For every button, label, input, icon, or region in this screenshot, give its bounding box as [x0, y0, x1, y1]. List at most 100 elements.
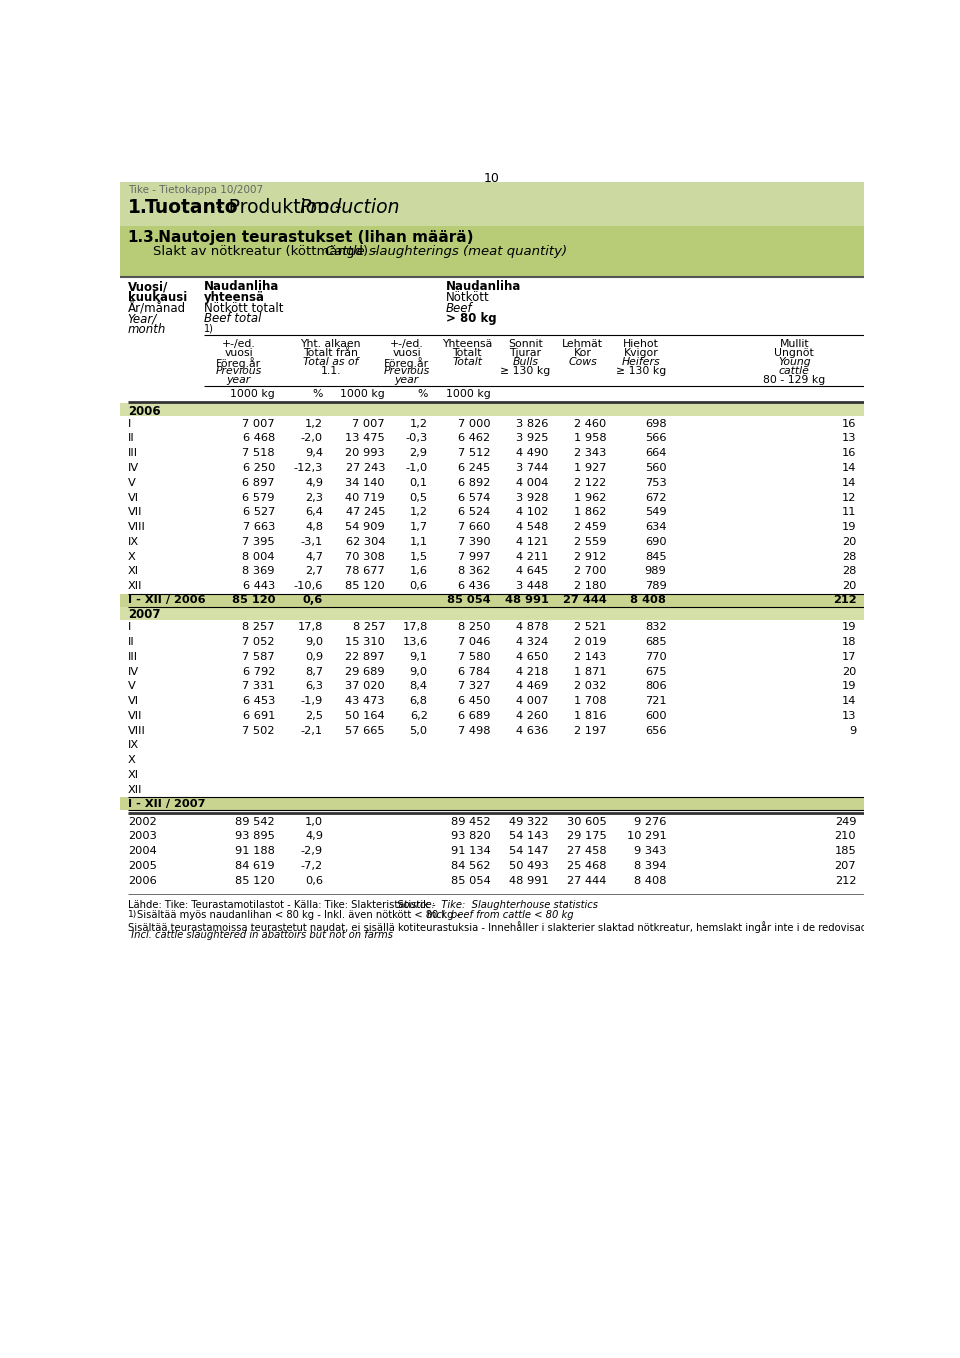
Text: 0,9: 0,9	[305, 652, 324, 661]
Text: 57 665: 57 665	[346, 725, 385, 736]
Text: 185: 185	[834, 846, 856, 856]
Text: Vuosi/: Vuosi/	[128, 280, 168, 293]
Text: 4 121: 4 121	[516, 536, 548, 547]
Text: Nötkött totalt: Nötkött totalt	[204, 301, 283, 315]
Text: -10,6: -10,6	[294, 581, 324, 591]
Text: 6 453: 6 453	[243, 697, 275, 706]
Text: 4 004: 4 004	[516, 478, 548, 488]
Text: 20: 20	[842, 581, 856, 591]
Text: 753: 753	[644, 478, 666, 488]
Text: Previous: Previous	[215, 367, 262, 376]
Text: 8 257: 8 257	[352, 622, 385, 633]
Text: Production: Production	[300, 198, 400, 217]
Text: 1 962: 1 962	[574, 493, 607, 502]
Text: 13 475: 13 475	[346, 433, 385, 443]
Text: month: month	[128, 323, 166, 337]
Text: 2 197: 2 197	[574, 725, 607, 736]
Text: 19: 19	[842, 682, 856, 691]
Text: 1,6: 1,6	[410, 566, 427, 576]
Text: vuosi: vuosi	[393, 348, 421, 357]
Text: 17: 17	[842, 652, 856, 661]
Text: 2 700: 2 700	[574, 566, 607, 576]
Text: XI: XI	[128, 770, 139, 779]
Text: 1 816: 1 816	[574, 710, 607, 721]
Text: IX: IX	[128, 536, 139, 547]
Text: 27 243: 27 243	[346, 463, 385, 473]
Text: vuosi: vuosi	[225, 348, 252, 357]
Text: 7 390: 7 390	[458, 536, 491, 547]
Text: 4 324: 4 324	[516, 637, 548, 646]
Text: -12,3: -12,3	[294, 463, 324, 473]
Text: 560: 560	[645, 463, 666, 473]
Bar	[120, 403, 864, 417]
Text: 2 521: 2 521	[574, 622, 607, 633]
Text: 50 493: 50 493	[509, 861, 548, 870]
Text: Naudanliha: Naudanliha	[445, 280, 521, 293]
Bar	[120, 182, 864, 277]
Text: 54 143: 54 143	[509, 831, 548, 842]
Text: -7,2: -7,2	[300, 861, 324, 870]
Text: 7 331: 7 331	[242, 682, 275, 691]
Text: yhteensä: yhteensä	[204, 291, 265, 304]
Text: 1,2: 1,2	[305, 418, 324, 429]
Text: 14: 14	[842, 463, 856, 473]
Text: 13,6: 13,6	[402, 637, 427, 646]
Text: VII: VII	[128, 508, 142, 517]
Text: Heifers: Heifers	[621, 357, 660, 367]
Text: 656: 656	[645, 725, 666, 736]
Text: Beef total: Beef total	[204, 312, 261, 326]
Text: 7 663: 7 663	[243, 521, 275, 532]
Text: IV: IV	[128, 667, 139, 676]
Text: 3 826: 3 826	[516, 418, 548, 429]
Text: -2,0: -2,0	[300, 433, 324, 443]
Text: 2,9: 2,9	[410, 448, 427, 458]
Text: 2007: 2007	[128, 608, 160, 622]
Text: 1000 kg: 1000 kg	[230, 390, 275, 399]
Text: 664: 664	[645, 448, 666, 458]
Text: 4 878: 4 878	[516, 622, 548, 633]
Text: VIII: VIII	[128, 521, 146, 532]
Text: VII: VII	[128, 710, 142, 721]
Text: I - XII / 2007: I - XII / 2007	[128, 799, 205, 809]
Text: 13: 13	[842, 710, 856, 721]
Text: 85 120: 85 120	[346, 581, 385, 591]
Text: 4 645: 4 645	[516, 566, 548, 576]
Bar	[120, 607, 864, 619]
Text: 8 369: 8 369	[243, 566, 275, 576]
Text: 54 147: 54 147	[509, 846, 548, 856]
Text: 7 587: 7 587	[242, 652, 275, 661]
Text: 2005: 2005	[128, 861, 156, 870]
Text: Lähde: Tike: Teurastamotilastot - Källa: Tike: Slakteristatistik -: Lähde: Tike: Teurastamotilastot - Källa:…	[128, 900, 439, 910]
Text: VI: VI	[128, 493, 139, 502]
Text: Cows: Cows	[568, 357, 597, 367]
Text: 6 245: 6 245	[458, 463, 491, 473]
Text: 6 443: 6 443	[243, 581, 275, 591]
Text: 29 689: 29 689	[346, 667, 385, 676]
Text: 15 310: 15 310	[346, 637, 385, 646]
Text: 9: 9	[849, 725, 856, 736]
Text: Lehmät: Lehmät	[563, 338, 603, 349]
Text: 6 897: 6 897	[243, 478, 275, 488]
Text: V: V	[128, 682, 135, 691]
Text: 2,5: 2,5	[305, 710, 324, 721]
Text: 6 574: 6 574	[458, 493, 491, 502]
Text: 9,0: 9,0	[305, 637, 324, 646]
Text: 1.: 1.	[128, 198, 148, 217]
Text: 6 579: 6 579	[243, 493, 275, 502]
Text: %: %	[313, 390, 324, 399]
Text: Föreg.år: Föreg.år	[384, 357, 429, 369]
Text: 2 180: 2 180	[574, 581, 607, 591]
Text: 1,2: 1,2	[410, 508, 427, 517]
Text: 6 784: 6 784	[458, 667, 491, 676]
Text: 8 257: 8 257	[243, 622, 275, 633]
Text: I: I	[128, 418, 132, 429]
Text: 20 993: 20 993	[346, 448, 385, 458]
Text: Sonnit: Sonnit	[508, 338, 542, 349]
Text: VIII: VIII	[128, 725, 146, 736]
Text: 6 892: 6 892	[458, 478, 491, 488]
Text: -3,1: -3,1	[300, 536, 324, 547]
Text: XII: XII	[128, 581, 142, 591]
Text: 43 473: 43 473	[346, 697, 385, 706]
Text: 8 408: 8 408	[634, 876, 666, 885]
Text: 20: 20	[842, 536, 856, 547]
